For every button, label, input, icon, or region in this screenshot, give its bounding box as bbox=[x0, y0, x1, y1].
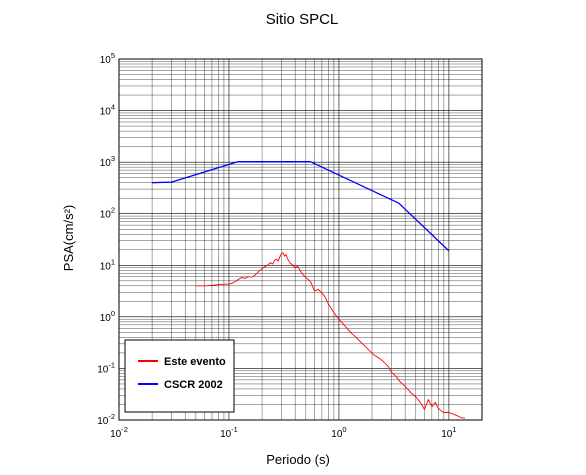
x-tick-label: 10-1 bbox=[220, 425, 238, 440]
x-tick-label: 100 bbox=[331, 425, 346, 440]
y-tick-label: 103 bbox=[100, 154, 115, 169]
y-tick-label: 100 bbox=[100, 309, 115, 324]
y-tick-label: 10-2 bbox=[97, 412, 115, 427]
series-line-este-evento bbox=[195, 252, 465, 419]
y-tick-label: 101 bbox=[100, 257, 115, 272]
plot-frame bbox=[118, 58, 483, 421]
legend-label-cscr-2002: CSCR 2002 bbox=[164, 379, 223, 391]
series-line-cscr-2002 bbox=[152, 161, 450, 252]
chart-title: Sitio SPCL bbox=[266, 11, 339, 28]
legend-box bbox=[124, 339, 235, 413]
legend: Este evento CSCR 2002 bbox=[124, 339, 235, 413]
x-axis-ticks: 10-2 10-1 100 101 bbox=[110, 425, 456, 440]
legend-label-este-evento: Este evento bbox=[164, 356, 226, 368]
y-tick-label: 10-1 bbox=[97, 360, 115, 375]
y-axis-title: PSA(cm/s²) bbox=[61, 205, 76, 271]
y-tick-label: 102 bbox=[100, 206, 115, 221]
x-tick-label: 101 bbox=[441, 425, 456, 440]
y-tick-label: 104 bbox=[100, 103, 115, 118]
x-tick-label: 10-2 bbox=[110, 425, 128, 440]
series-group bbox=[152, 161, 465, 419]
y-tick-label: 105 bbox=[100, 51, 115, 66]
x-axis-title: Periodo (s) bbox=[266, 452, 330, 467]
y-axis-ticks: 10-2 10-1 100 101 102 103 104 105 bbox=[97, 51, 115, 427]
